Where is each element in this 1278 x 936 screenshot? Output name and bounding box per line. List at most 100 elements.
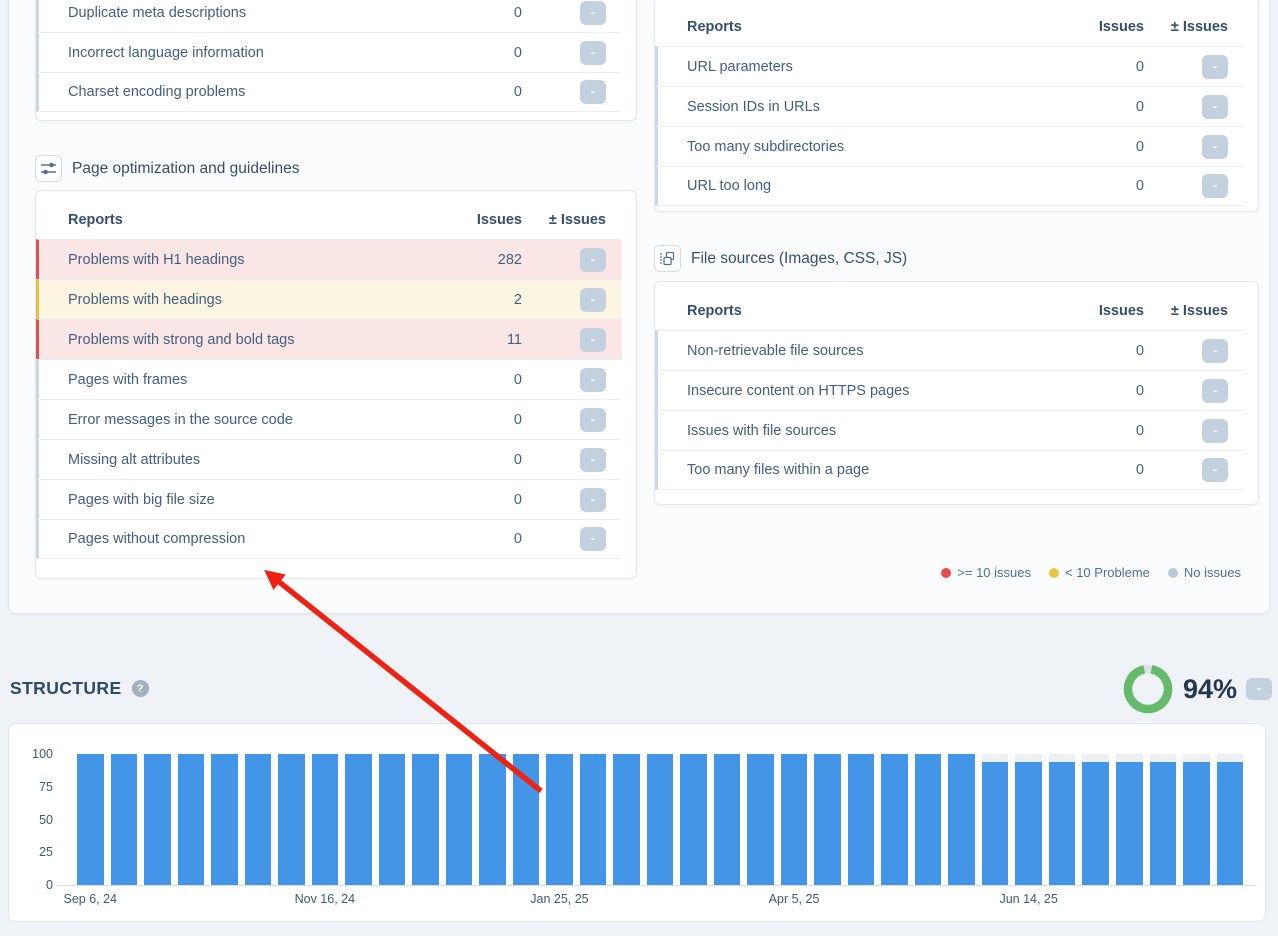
collapse-report-button[interactable]: -	[1202, 458, 1228, 482]
chart-bar[interactable]	[646, 754, 674, 885]
collapse-report-button[interactable]: -	[580, 487, 606, 512]
chart-bar[interactable]	[378, 754, 406, 885]
table-row[interactable]: Too many subdirectories 0 -	[655, 126, 1244, 166]
chart-bar[interactable]	[144, 754, 171, 885]
issues-count: 0	[513, 531, 522, 547]
table-row[interactable]: Session IDs in URLs 0 -	[655, 86, 1244, 126]
legend-dot-icon	[1167, 567, 1178, 578]
bar-fill	[512, 754, 540, 885]
collapse-report-button[interactable]: -	[580, 0, 606, 25]
chart-bar[interactable]	[1115, 754, 1143, 885]
table-row[interactable]: Problems with headings 2 -	[36, 279, 622, 319]
chart-bar[interactable]	[479, 754, 506, 885]
chart-bar[interactable]	[680, 754, 707, 885]
collapse-report-button[interactable]: -	[1202, 94, 1228, 119]
bar-fill	[479, 754, 506, 885]
bar-fill	[412, 754, 439, 885]
chart-bar[interactable]	[881, 754, 908, 885]
table-row[interactable]: Insecure content on HTTPS pages 0 -	[655, 370, 1244, 410]
legend-item: < 10 Probleme	[1049, 565, 1150, 580]
chart-bar[interactable]	[244, 754, 272, 885]
bar-fill	[1015, 761, 1042, 885]
bar-remainder	[1015, 754, 1042, 762]
issues-count: 0	[513, 491, 522, 508]
chart-bar[interactable]	[278, 754, 305, 885]
chart-bar[interactable]	[345, 754, 372, 885]
chart-bar[interactable]	[747, 754, 774, 885]
table-row[interactable]: Pages with big file size 0 -	[36, 479, 622, 519]
collapse-report-button[interactable]: -	[1202, 54, 1228, 79]
table-row[interactable]: URL too long 0 -	[655, 166, 1244, 206]
collapse-report-button[interactable]: -	[1202, 174, 1228, 198]
collapse-report-button[interactable]: -	[580, 527, 606, 551]
chart-bar[interactable]	[1048, 754, 1076, 885]
chart-bar[interactable]	[914, 754, 942, 885]
chart-bar[interactable]	[211, 754, 238, 885]
chart-bar[interactable]	[1015, 754, 1042, 885]
collapse-report-button[interactable]: -	[580, 247, 606, 272]
y-axis-tick-label: 25	[39, 845, 53, 860]
page-optimization-card: Reports Issues ± Issues Problems with H1 he…	[35, 190, 637, 579]
collapse-report-button[interactable]: -	[580, 287, 606, 312]
table-row[interactable]: Duplicate meta descriptions 0 -	[36, 0, 622, 32]
table-row[interactable]: Pages with frames 0 -	[36, 359, 622, 399]
bar-fill	[445, 754, 473, 885]
chart-bar[interactable]	[445, 754, 473, 885]
chart-bar[interactable]	[412, 754, 439, 885]
table-row[interactable]: Error messages in the source code 0 -	[36, 399, 622, 439]
column-header: ± Issues	[1170, 19, 1228, 35]
collapse-report-button[interactable]: -	[580, 367, 606, 392]
chart-bar[interactable]	[981, 754, 1009, 885]
chart-bar[interactable]	[1082, 754, 1109, 885]
chart-bar[interactable]	[77, 754, 104, 885]
chart-bar[interactable]	[1216, 754, 1244, 885]
help-question-icon[interactable]: ?	[131, 680, 149, 697]
table-row[interactable]: Issues with file sources 0 -	[655, 410, 1244, 450]
collapse-report-button[interactable]: -	[1202, 378, 1228, 403]
chart-bar[interactable]	[177, 754, 205, 885]
chart-bar[interactable]	[110, 754, 138, 885]
chart-bar[interactable]	[847, 754, 875, 885]
table-row[interactable]: Pages without compression 0 -	[36, 519, 622, 559]
collapse-report-button[interactable]: -	[580, 80, 606, 104]
collapse-report-button[interactable]: -	[580, 407, 606, 432]
chart-bar[interactable]	[713, 754, 741, 885]
table-row[interactable]: Problems with strong and bold tags 11 -	[36, 319, 622, 359]
chart-bar[interactable]	[780, 754, 808, 885]
collapse-structure-button[interactable]: -	[1246, 678, 1273, 700]
collapse-report-button[interactable]: -	[580, 447, 606, 472]
legend-label: No issues	[1183, 565, 1241, 580]
chart-bar[interactable]	[546, 754, 573, 885]
table-row[interactable]: Non-retrievable file sources 0 -	[655, 330, 1244, 370]
table-row[interactable]: Too many files within a page 0 -	[655, 450, 1244, 490]
table-header-row: Reports Issues ± Issues	[36, 201, 622, 239]
collapse-report-button[interactable]: -	[580, 327, 606, 352]
url-structure-card: Reports Issues ± Issues URL parameters 0- Ses…	[654, 0, 1259, 212]
table-row[interactable]: Incorrect language information 0 -	[36, 32, 622, 72]
bar-fill	[144, 754, 171, 885]
chart-bar[interactable]	[1183, 754, 1210, 885]
chart-bar[interactable]	[814, 754, 841, 885]
issues-count: 0	[1135, 98, 1144, 115]
bar-fill	[747, 754, 774, 885]
chart-bar[interactable]	[948, 754, 975, 885]
collapse-report-button[interactable]: -	[1202, 134, 1228, 159]
issues-count: 0	[1135, 422, 1144, 439]
bar-remainder	[981, 754, 1009, 762]
collapse-report-button[interactable]: -	[580, 40, 606, 65]
chart-bar[interactable]	[613, 754, 640, 885]
report-label: URL parameters	[687, 58, 793, 75]
table-row[interactable]: Charset encoding problems 0 -	[36, 72, 622, 112]
chart-bar[interactable]	[579, 754, 607, 885]
chart-bar[interactable]	[1149, 754, 1177, 885]
collapse-report-button[interactable]: -	[1202, 418, 1228, 443]
table-row[interactable]: Problems with H1 headings 282 -	[36, 239, 622, 279]
chart-bar[interactable]	[512, 754, 540, 885]
x-axis-tick-label: Jan 25, 25	[530, 892, 589, 906]
bar-fill	[177, 754, 205, 885]
table-row[interactable]: Missing alt attributes 0 -	[36, 439, 622, 479]
table-row[interactable]: URL parameters 0 -	[655, 46, 1244, 86]
y-axis-tick-label: 75	[39, 779, 53, 794]
collapse-report-button[interactable]: -	[1202, 338, 1228, 363]
chart-bar[interactable]	[311, 754, 339, 885]
